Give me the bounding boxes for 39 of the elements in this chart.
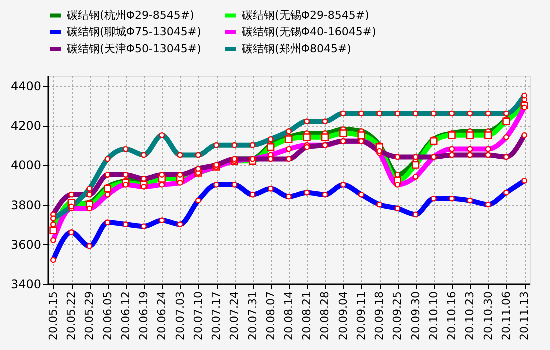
- x-tick-label: 20.07.03: [174, 292, 187, 340]
- legend-label: 碳结钢(杭州Φ29-8545#): [66, 8, 194, 22]
- x-tick-label: 20.08.14: [282, 292, 296, 340]
- x-tick-label: 20.08.28: [318, 292, 332, 340]
- x-tick-label: 20.07.10: [192, 292, 205, 340]
- x-tick-label: 20.09.11: [354, 292, 368, 340]
- legend-label: 碳结钢(天津Φ50-13045#): [66, 42, 202, 56]
- x-tick-label: 20.05.22: [65, 292, 78, 340]
- y-tick-label: 3800: [10, 198, 42, 212]
- x-tick-label: 20.09.04: [336, 292, 350, 340]
- y-tick-label: 4200: [10, 119, 42, 134]
- x-tick-label: 20.11.13: [518, 292, 532, 340]
- x-tick-label: 20.07.24: [228, 292, 242, 340]
- x-tick-label: 20.11.06: [500, 292, 513, 340]
- legend-label: 碳结钢(无锡Φ29-8545#): [241, 8, 370, 22]
- y-tick-label: 4400: [10, 79, 42, 94]
- x-tick-label: 20.10.10: [427, 292, 440, 340]
- x-tick-label: 20.08.07: [264, 292, 278, 340]
- legend-label: 碳结钢(无锡Φ40-16045#): [241, 26, 376, 38]
- x-tick-label: 20.07.17: [210, 292, 224, 340]
- x-tick-label: 20.06.12: [119, 292, 132, 340]
- x-tick-label: 20.08.21: [300, 292, 314, 340]
- x-tick-label: 20.09.18: [373, 292, 386, 340]
- x-tick-label: 20.10.30: [482, 292, 495, 340]
- x-tick-label: 20.10.16: [446, 292, 459, 340]
- y-tick-label: 3600: [10, 238, 42, 252]
- x-tick-label: 20.09.30: [409, 292, 422, 340]
- x-tick-label: 20.05.15: [46, 292, 60, 340]
- y-tick-label: 3400: [10, 278, 42, 292]
- x-tick-label: 20.07.31: [246, 292, 260, 340]
- legend-label: 碳结钢(聊城Φ75-13045#): [66, 26, 202, 38]
- x-tick-label: 20.09.25: [391, 292, 404, 340]
- y-tick-label: 4000: [10, 158, 42, 173]
- legend-label: 碳结钢(郑州Φ8045#): [241, 42, 352, 56]
- x-tick-label: 20.06.05: [101, 292, 114, 340]
- x-tick-label: 20.06.24: [156, 292, 169, 340]
- x-tick-label: 20.06.19: [138, 292, 151, 340]
- x-tick-label: 20.05.29: [83, 292, 96, 340]
- x-tick-label: 20.10.23: [464, 292, 477, 340]
